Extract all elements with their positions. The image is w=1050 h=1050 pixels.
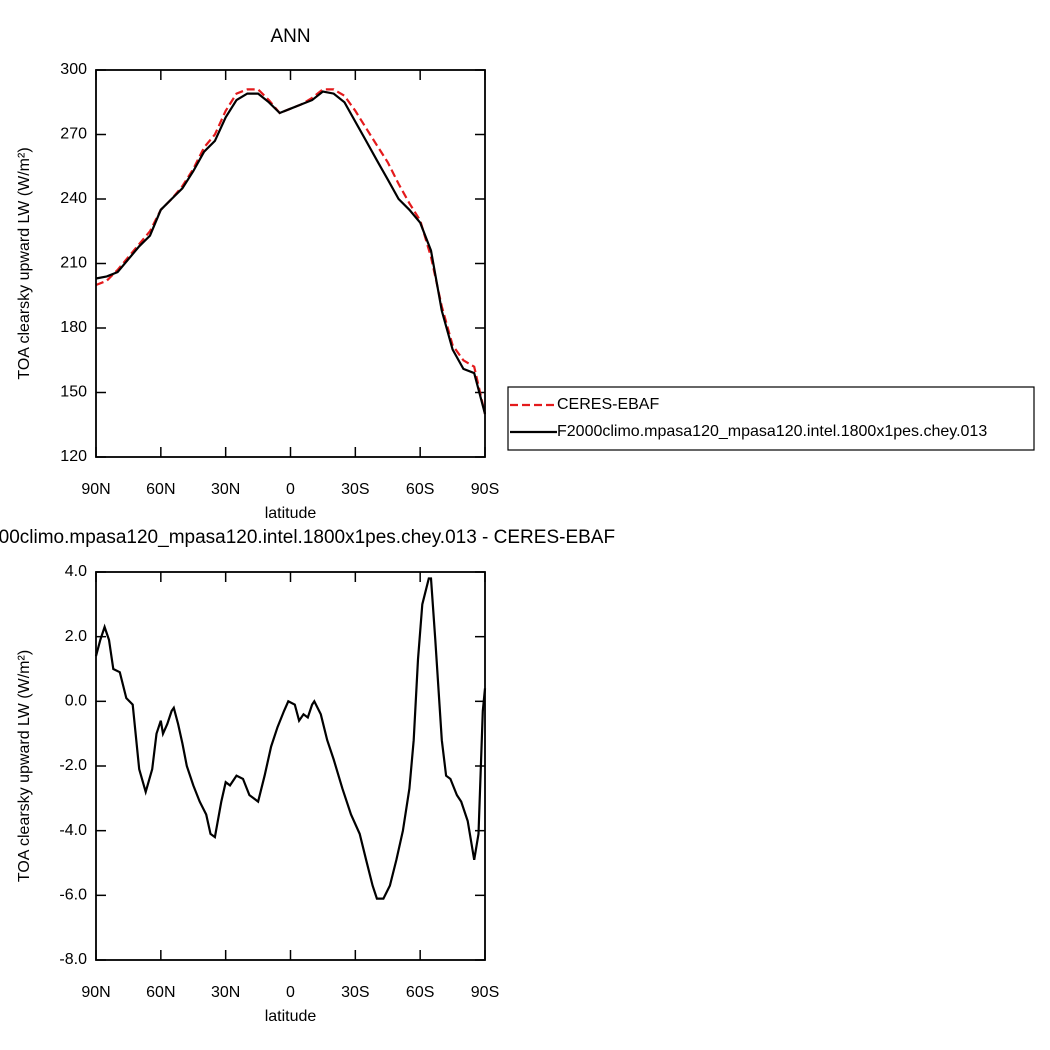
data-line [94, 577, 487, 900]
y-tick-label: -8.0 [59, 951, 87, 968]
y-tick-label: 4.0 [65, 563, 87, 580]
legend-label: F2000climo.mpasa120_mpasa120.intel.1800x… [557, 423, 987, 440]
x-tick-label: 30S [341, 984, 369, 1001]
y-axis-label: TOA clearsky upward LW (W/m²) [16, 650, 33, 882]
plot-frame [95, 571, 486, 961]
x-tick-label: 60N [146, 481, 175, 498]
y-tick-label: 300 [60, 61, 87, 78]
x-tick-label: 30S [341, 481, 369, 498]
y-axis-label: TOA clearsky upward LW (W/m²) [16, 147, 33, 379]
x-tick-label: 60S [406, 481, 434, 498]
y-tick-label: 120 [60, 448, 87, 465]
y-tick-label: 150 [60, 384, 87, 401]
x-tick-label: 60N [146, 984, 175, 1001]
y-tick-label: 210 [60, 255, 87, 272]
chart-title: ANN [270, 26, 310, 47]
x-axis-label: latitude [265, 1008, 317, 1025]
x-tick-label: 90S [471, 481, 499, 498]
x-tick-label: 90N [81, 984, 110, 1001]
x-axis-label: latitude [265, 505, 317, 522]
legend-label: CERES-EBAF [557, 396, 659, 413]
x-tick-label: 30N [211, 984, 240, 1001]
y-tick-label: -4.0 [59, 822, 87, 839]
legend-box [507, 386, 1035, 451]
plot-frame [95, 69, 486, 458]
data-line [95, 90, 487, 415]
y-tick-label: 240 [60, 190, 87, 207]
x-tick-label: 0 [286, 984, 295, 1001]
y-tick-label: -6.0 [59, 887, 87, 904]
x-tick-label: 60S [406, 984, 434, 1001]
y-tick-label: 0.0 [65, 693, 87, 710]
x-tick-label: 0 [286, 481, 295, 498]
y-tick-label: 270 [60, 126, 87, 143]
data-line [95, 88, 487, 415]
x-tick-label: 90N [81, 481, 110, 498]
y-tick-label: 180 [60, 319, 87, 336]
x-tick-label: 30N [211, 481, 240, 498]
y-tick-label: 2.0 [65, 628, 87, 645]
chart-title: F2000climo.mpasa120_mpasa120.intel.1800x… [0, 527, 615, 548]
x-tick-label: 90S [471, 984, 499, 1001]
y-tick-label: -2.0 [59, 757, 87, 774]
